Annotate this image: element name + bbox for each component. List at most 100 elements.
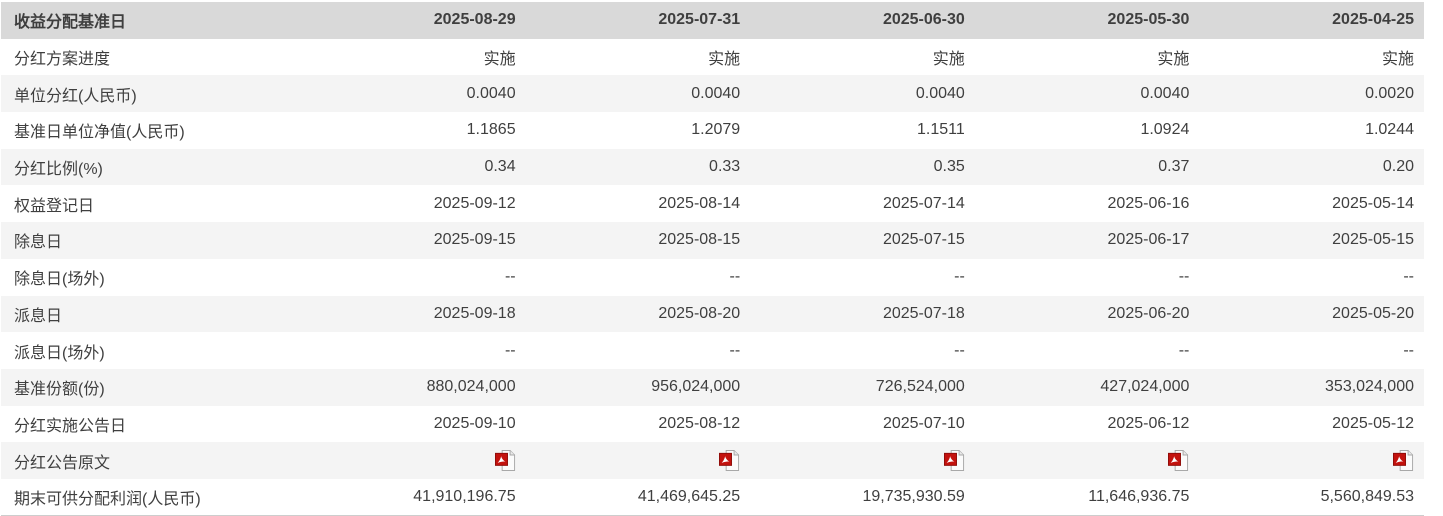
- value-cell: --: [954, 268, 965, 286]
- value-cell: 2025-08-15: [658, 231, 741, 249]
- value-cell: 2025-05-20: [1332, 304, 1414, 322]
- pdf-announcement-link[interactable]: [943, 449, 965, 472]
- table-row: 基准日单位净值(人民币) 1.1865 1.2079 1.1511 1.0924 1.02…: [1, 112, 1424, 149]
- row-label: 除息日: [14, 234, 63, 252]
- pdf-announcement-link[interactable]: [1393, 449, 1414, 472]
- value-cell: 1.2079: [691, 121, 741, 139]
- table-row: 单位分红(人民币) 0.0040 0.0040 0.0040 0.0040 0.0020: [1, 75, 1424, 113]
- value-cell: 0.35: [933, 158, 965, 176]
- row-label: 派息日: [14, 307, 63, 325]
- value-cell: 427,024,000: [1100, 378, 1190, 396]
- value-cell: 2025-05-14: [1332, 194, 1414, 212]
- value-cell: 11,646,936.75: [1088, 487, 1190, 505]
- pdf-cell: [1199, 442, 1424, 479]
- value-cell: 2025-08-20: [658, 304, 741, 322]
- value-cell: 0.37: [1158, 158, 1190, 176]
- value-cell: 726,524,000: [875, 378, 965, 396]
- header-period-cell: 2025-04-25: [1332, 11, 1414, 29]
- value-cell: 0.0040: [691, 84, 741, 102]
- table-row: 基准份额(份) 880,024,000 956,024,000 726,524,000…: [1, 368, 1424, 406]
- value-cell: 2025-07-18: [882, 304, 965, 322]
- value-cell: 0.0040: [466, 84, 516, 102]
- row-label: 分红公告原文: [14, 454, 111, 472]
- pdf-document-icon: [1393, 450, 1414, 472]
- pdf-document-icon: [1168, 450, 1189, 472]
- value-cell: 2025-07-14: [882, 194, 965, 212]
- pdf-cell: [301, 442, 526, 479]
- value-cell: 880,024,000: [426, 378, 516, 396]
- value-cell: 0.34: [484, 158, 516, 176]
- header-period-cell: 2025-07-31: [658, 11, 741, 29]
- value-cell: 41,910,196.75: [413, 487, 516, 505]
- table-row: 分红公告原文: [1, 442, 1424, 479]
- row-label: 单位分红(人民币): [14, 87, 137, 105]
- pdf-announcement-link[interactable]: [719, 449, 740, 472]
- table-body: 分红方案进度 实施 实施 实施 实施 实施单位分红(人民币) 0.0040 0.0040 0.0…: [1, 39, 1424, 516]
- header-period-cell: 2025-06-30: [882, 11, 965, 29]
- value-cell: 2025-06-12: [1107, 414, 1190, 432]
- value-cell: 2025-09-12: [433, 194, 516, 212]
- value-cell: 19,735,930.59: [862, 487, 965, 505]
- value-cell: 2025-08-14: [658, 194, 741, 212]
- pdf-announcement-link[interactable]: [1168, 449, 1189, 472]
- value-cell: --: [729, 341, 741, 359]
- value-cell: 实施: [483, 51, 516, 69]
- table-header-title: 收益分配基准日: [14, 14, 127, 32]
- table-row: 派息日(场外) -- -- -- -- --: [1, 332, 1424, 369]
- value-cell: 2025-07-15: [882, 231, 965, 249]
- row-label: 分红方案进度: [14, 51, 111, 69]
- pdf-document-icon: [943, 450, 964, 472]
- value-cell: 0.20: [1382, 158, 1414, 176]
- value-cell: --: [954, 341, 965, 359]
- value-cell: 353,024,000: [1325, 378, 1414, 396]
- value-cell: --: [1403, 268, 1414, 286]
- table-row: 分红方案进度 实施 实施 实施 实施 实施: [1, 39, 1424, 76]
- pdf-cell: [975, 442, 1200, 479]
- value-cell: 2025-08-12: [658, 414, 741, 432]
- header-period-cell: 2025-08-29: [433, 11, 516, 29]
- pdf-document-icon: [719, 450, 740, 472]
- value-cell: 1.0244: [1365, 121, 1414, 139]
- value-cell: 0.0020: [1365, 84, 1414, 102]
- value-cell: 实施: [1157, 51, 1190, 69]
- value-cell: --: [1178, 268, 1190, 286]
- value-cell: 2025-09-18: [433, 304, 516, 322]
- value-cell: 实施: [932, 51, 965, 69]
- table-row: 期末可供分配利润(人民币) 41,910,196.75 41,469,645.25 1…: [1, 479, 1424, 516]
- value-cell: 实施: [1381, 51, 1414, 69]
- value-cell: 0.33: [709, 158, 741, 176]
- value-cell: 0.0040: [1140, 84, 1190, 102]
- value-cell: 2025-09-10: [433, 414, 516, 432]
- table-row: 除息日 2025-09-15 2025-08-15 2025-07-15 2025-06…: [1, 222, 1424, 259]
- value-cell: 2025-06-16: [1107, 194, 1190, 212]
- table-header-row: 收益分配基准日 2025-08-29 2025-07-31 2025-06-30…: [1, 2, 1424, 39]
- value-cell: 2025-06-20: [1107, 304, 1190, 322]
- value-cell: 2025-06-17: [1107, 231, 1190, 249]
- row-label: 分红比例(%): [14, 161, 103, 179]
- header-period-cell: 2025-05-30: [1107, 11, 1190, 29]
- value-cell: 1.1865: [466, 121, 516, 139]
- value-cell: 1.1511: [917, 121, 965, 139]
- table-row: 除息日(场外) -- -- -- -- --: [1, 259, 1424, 296]
- pdf-document-icon: [494, 450, 515, 472]
- value-cell: 0.0040: [915, 84, 965, 102]
- row-label: 分红实施公告日: [14, 417, 127, 435]
- value-cell: --: [504, 268, 516, 286]
- row-label: 基准份额(份): [14, 381, 105, 399]
- value-cell: --: [729, 268, 741, 286]
- row-label: 派息日(场外): [14, 344, 105, 362]
- value-cell: --: [1178, 341, 1190, 359]
- pdf-cell: [526, 442, 751, 479]
- table-row: 权益登记日 2025-09-12 2025-08-14 2025-07-14 2025-…: [1, 185, 1424, 222]
- pdf-announcement-link[interactable]: [494, 449, 516, 472]
- value-cell: --: [1403, 341, 1414, 359]
- row-label: 基准日单位净值(人民币): [14, 124, 185, 142]
- table-row: 分红比例(%) 0.34 0.33 0.35 0.37 0.20: [1, 148, 1424, 186]
- row-label: 权益登记日: [14, 197, 95, 215]
- table-row: 派息日 2025-09-18 2025-08-20 2025-07-18 2025-06…: [1, 295, 1424, 333]
- value-cell: 实施: [708, 51, 741, 69]
- value-cell: 2025-05-12: [1332, 414, 1414, 432]
- value-cell: 2025-09-15: [433, 231, 516, 249]
